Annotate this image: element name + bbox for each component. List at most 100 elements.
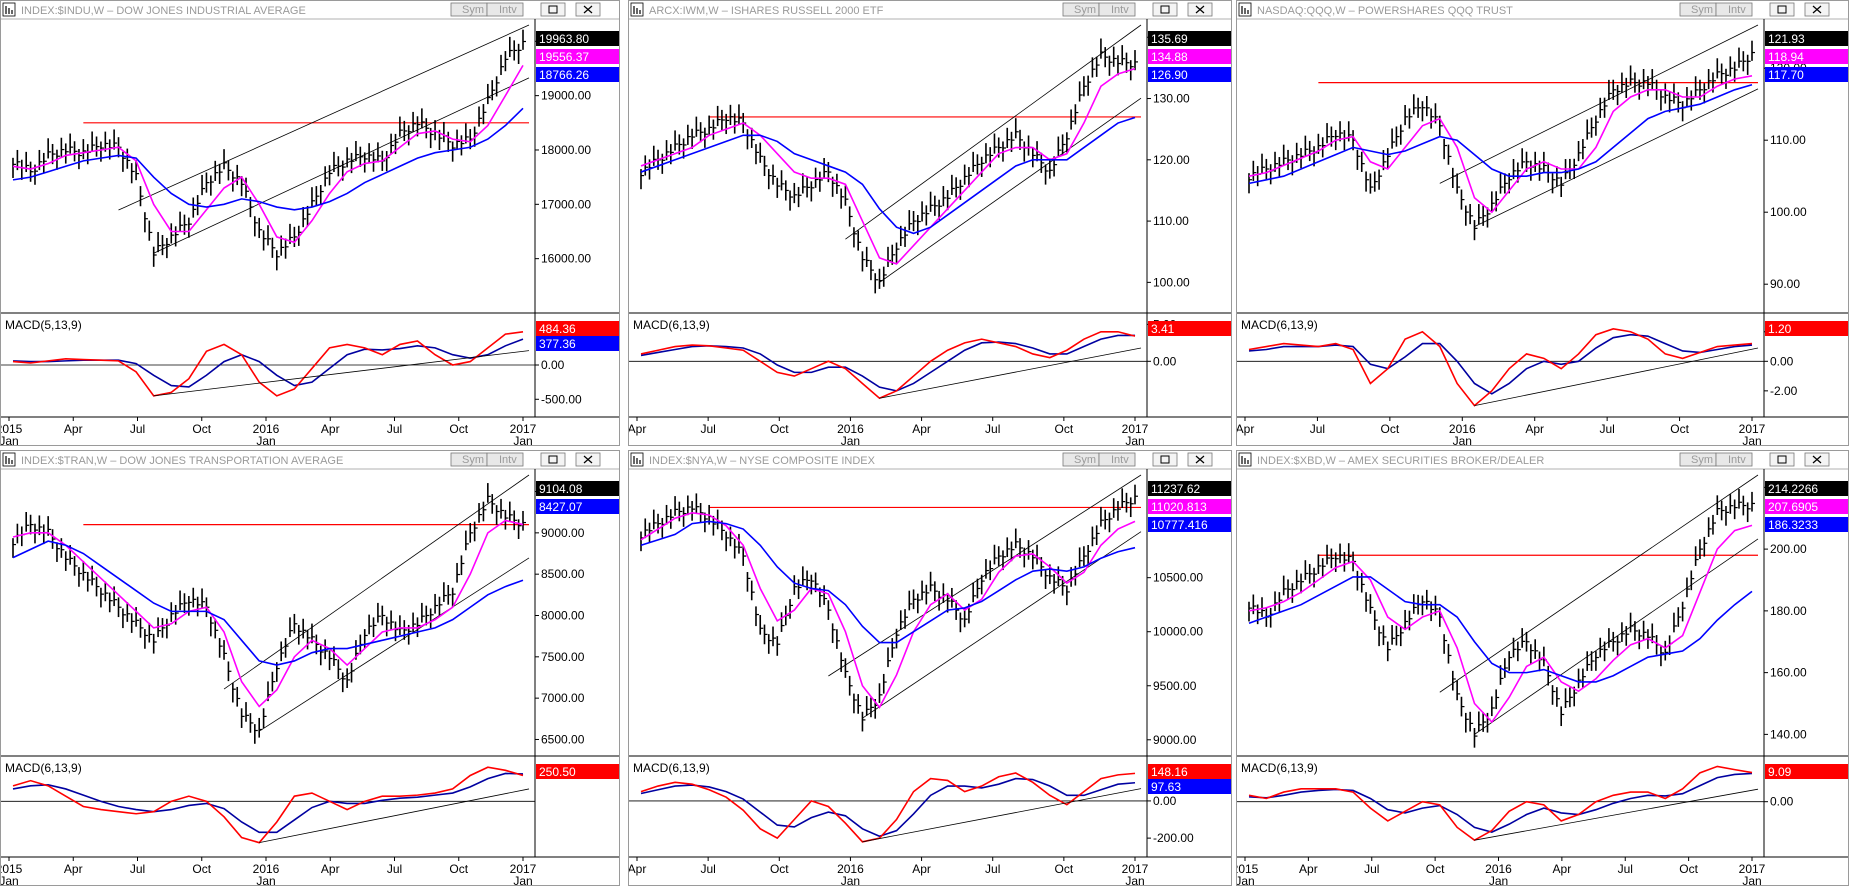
price-tick-label: 180.00: [1770, 604, 1807, 618]
price-tick-label: 8500.00: [541, 567, 585, 581]
restore-button[interactable]: [1152, 2, 1178, 17]
time-label: Oct: [1679, 862, 1698, 876]
chart-title: NASDAQ:QQQ,W – POWERSHARES QQQ TRUST: [1257, 5, 1513, 17]
sym-button-label: Sym: [1074, 454, 1096, 466]
chart-panel-1[interactable]: INDEX:$INDU,W – DOW JONES INDUSTRIAL AVE…: [0, 0, 620, 446]
chart-panel-2[interactable]: ARCX:IWM,W – ISHARES RUSSELL 2000 ETF Sym…: [628, 0, 1232, 446]
macd-line: [640, 330, 1136, 400]
price-tick-label: 200.00: [1770, 542, 1807, 556]
time-label: Oct: [449, 862, 468, 876]
macd-tag: [536, 336, 619, 351]
price-tag: [1148, 67, 1231, 82]
price-tick-label: 140.00: [1770, 727, 1807, 741]
time-label: Apr: [912, 862, 931, 876]
macd-signal-line: [640, 777, 1136, 838]
price-tick-label: 120.00: [1153, 153, 1190, 167]
price-tag: [536, 31, 619, 46]
price-tick-label: 9500.00: [1153, 679, 1197, 693]
restore-button[interactable]: [1769, 2, 1795, 17]
time-label: Jul: [1364, 862, 1379, 876]
intv-button-label: Intv: [1111, 4, 1129, 16]
price-tick-label: 8000.00: [541, 609, 585, 623]
time-label: Apr: [321, 862, 340, 876]
sym-button-label: Sym: [1074, 4, 1096, 16]
price-tag: [1765, 31, 1848, 46]
restore-button[interactable]: [540, 2, 566, 17]
time-label: Apr: [1553, 862, 1572, 876]
trend-line: [1439, 24, 1759, 184]
price-tag-value: 135.69: [1151, 32, 1188, 46]
intv-button[interactable]: [486, 452, 524, 467]
macd-line: [1248, 327, 1753, 407]
macd-trend-line: [1474, 788, 1759, 841]
price-tag: [1148, 481, 1231, 496]
chart-svg-5: INDEX:$NYA,W – NYSE COMPOSITE INDEX Sym In…: [629, 451, 1231, 885]
price-bars: [640, 38, 1138, 294]
chart-panel-4[interactable]: INDEX:$TRAN,W – DOW JONES TRANSPORTATION…: [0, 450, 620, 886]
time-label: Oct: [1670, 422, 1689, 436]
chart-svg-4: INDEX:$TRAN,W – DOW JONES TRANSPORTATION…: [1, 451, 619, 885]
slow-ma-line: [640, 116, 1136, 235]
macd-tick-label: 0.00: [1770, 795, 1794, 809]
fast-ma-line: [12, 519, 524, 708]
intv-button[interactable]: [1715, 2, 1753, 17]
time-label: 2015: [1, 862, 23, 876]
intv-button[interactable]: [486, 2, 524, 17]
close-icon: [1812, 455, 1822, 464]
time-sublabel: Jan: [1125, 434, 1144, 446]
time-label: 2016: [253, 422, 280, 436]
trend-line: [879, 97, 1142, 283]
chart-panel-6[interactable]: INDEX:$XBD,W – AMEX SECURITIES BROKER/DE…: [1236, 450, 1849, 886]
time-label: 2017: [510, 422, 537, 436]
trend-line: [223, 474, 530, 690]
price-tag-value: 8427.07: [539, 500, 583, 514]
macd-signal-line: [1248, 333, 1753, 395]
slow-ma-line: [640, 520, 1136, 644]
price-tag-value: 214.2266: [1768, 482, 1818, 496]
time-label: 2017: [1122, 422, 1149, 436]
title-bar: INDEX:$INDU,W – DOW JONES INDUSTRIAL AVE…: [1, 1, 619, 20]
title-bar: INDEX:$XBD,W – AMEX SECURITIES BROKER/DE…: [1237, 451, 1848, 470]
time-label: Jul: [387, 862, 402, 876]
macd-tag-value: 3.41: [1151, 322, 1175, 336]
restore-button[interactable]: [1769, 452, 1795, 467]
restore-button[interactable]: [540, 452, 566, 467]
price-tag-value: 11020.813: [1151, 500, 1207, 514]
chart-title: INDEX:$XBD,W – AMEX SECURITIES BROKER/DE…: [1257, 455, 1544, 467]
chart-panel-3[interactable]: NASDAQ:QQQ,W – POWERSHARES QQQ TRUST Sym I…: [1236, 0, 1849, 446]
time-label: Jul: [387, 422, 402, 436]
time-label: Oct: [1381, 422, 1400, 436]
time-label: Oct: [770, 422, 789, 436]
intv-button[interactable]: [1715, 452, 1753, 467]
time-label: Oct: [770, 862, 789, 876]
restore-icon: [1160, 5, 1170, 14]
price-tag-value: 121.93: [1768, 32, 1805, 46]
intv-button[interactable]: [1098, 452, 1136, 467]
restore-button[interactable]: [1152, 452, 1178, 467]
time-label: 2015: [1237, 862, 1259, 876]
price-tag-value: 126.90: [1151, 68, 1188, 82]
slow-ma-line: [12, 540, 524, 666]
macd-tag-value: 250.50: [539, 765, 576, 779]
restore-icon: [548, 455, 558, 464]
chart-panel-5[interactable]: INDEX:$NYA,W – NYSE COMPOSITE INDEX Sym In…: [628, 450, 1232, 886]
chart-title: INDEX:$NYA,W – NYSE COMPOSITE INDEX: [649, 455, 876, 467]
time-label: 2016: [253, 862, 280, 876]
macd-signal-line: [12, 772, 524, 834]
chart-title: ARCX:IWM,W – ISHARES RUSSELL 2000 ETF: [649, 5, 884, 17]
time-label: Apr: [1525, 422, 1544, 436]
fast-ma-line: [640, 67, 1136, 265]
price-tag-value: 11237.62: [1151, 482, 1200, 496]
intv-button[interactable]: [1098, 2, 1136, 17]
title-bar: NASDAQ:QQQ,W – POWERSHARES QQQ TRUST Sym I…: [1237, 1, 1848, 20]
chart-svg-3: NASDAQ:QQQ,W – POWERSHARES QQQ TRUST Sym I…: [1237, 1, 1848, 445]
price-bars: [640, 484, 1138, 732]
macd-tag: [1765, 321, 1848, 336]
macd-line: [640, 772, 1136, 843]
price-tag: [1765, 49, 1848, 64]
price-tag: [1765, 481, 1848, 496]
macd-tag: [1148, 764, 1231, 779]
macd-signal-line: [1248, 772, 1753, 834]
time-label: Jul: [1310, 422, 1325, 436]
intv-button-label: Intv: [1728, 454, 1746, 466]
